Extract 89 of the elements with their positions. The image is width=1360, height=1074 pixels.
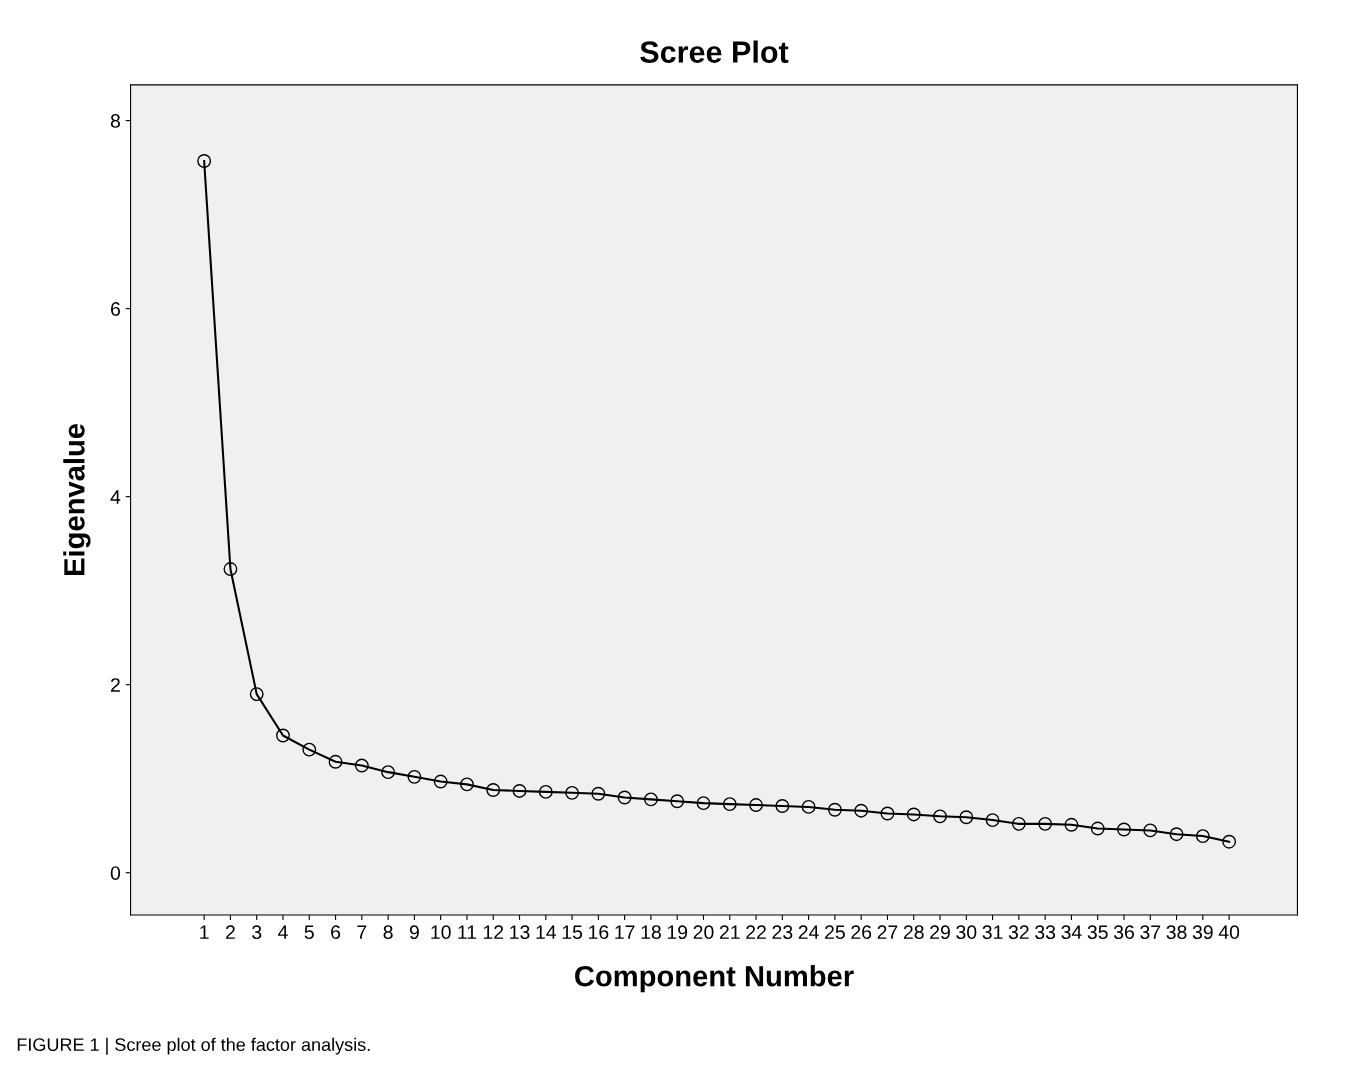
point [749, 798, 763, 812]
point [854, 803, 869, 818]
x-tick-label: 4 [278, 925, 288, 939]
x-tick-label: 7 [357, 925, 367, 939]
x-tick-label: 17 [615, 925, 635, 939]
x-tick-label: 26 [851, 925, 872, 940]
point [1143, 823, 1158, 838]
x-tick-label: 24 [798, 925, 819, 939]
point [591, 786, 606, 801]
point [722, 797, 737, 812]
x-tick-label: 2 [226, 925, 235, 939]
point [1195, 829, 1210, 844]
point [827, 802, 842, 817]
x-tick-label: 37 [1140, 925, 1161, 940]
chart-title: Scree Plot [640, 40, 789, 63]
x-tick-label: 6 [331, 925, 341, 940]
point [354, 758, 369, 773]
x-tick-label: 15 [562, 925, 583, 940]
point [249, 687, 264, 702]
point [538, 784, 553, 799]
x-tick-label: 12 [483, 925, 504, 939]
x-tick-label: 22 [746, 925, 766, 939]
point [1169, 827, 1184, 842]
point [880, 806, 895, 821]
point [933, 809, 947, 824]
x-axis-title: Component Number [575, 965, 854, 993]
x-tick-label: 32 [1008, 925, 1029, 940]
point [696, 796, 711, 811]
y-tick-label: 2 [111, 678, 120, 692]
x-tick-label: 16 [589, 925, 609, 940]
y-tick-label: 6 [111, 302, 120, 316]
point [775, 799, 790, 813]
x-tick-label: 10 [431, 925, 451, 940]
point [643, 792, 658, 807]
point [407, 769, 422, 784]
x-tick-label: 21 [719, 925, 740, 939]
point [1222, 834, 1237, 849]
x-tick-label: 1 [200, 925, 209, 939]
point [985, 813, 1000, 828]
x-tick-label: 40 [1218, 925, 1240, 940]
point [460, 777, 474, 792]
x-tick-label: 20 [693, 925, 714, 940]
point [276, 728, 290, 743]
x-tick-label: 19 [667, 925, 688, 940]
x-tick-label: 27 [877, 925, 898, 939]
caption: FIGURE 1 | Scree plot of the factor analysis. [17, 1037, 370, 1055]
y-axis-title: Eigenvalue [63, 423, 91, 575]
y-tick-label: 4 [110, 490, 121, 504]
point [381, 765, 396, 780]
x-tick-label: 35 [1087, 925, 1108, 940]
x-tick-label: 14 [536, 925, 557, 939]
x-tick-label: 5 [304, 925, 314, 940]
x-tick-label: 28 [903, 925, 924, 940]
point [433, 774, 448, 789]
point [959, 810, 974, 825]
x-tick-label: 31 [982, 925, 1003, 940]
y-tick-label: 8 [110, 114, 120, 128]
x-tick-label: 8 [383, 925, 393, 940]
x-tick-label: 33 [1035, 925, 1056, 940]
point [1011, 816, 1026, 831]
point [565, 785, 580, 800]
point [1038, 816, 1053, 831]
point [617, 790, 632, 805]
point [486, 783, 501, 797]
x-tick-label: 34 [1061, 925, 1082, 940]
x-tick-label: 13 [510, 925, 530, 940]
x-tick-label: 30 [956, 925, 977, 940]
point [328, 754, 343, 769]
x-tick-label: 38 [1166, 925, 1187, 940]
x-tick-label: 9 [409, 925, 419, 940]
point [1117, 822, 1131, 837]
point [801, 799, 816, 814]
point [1090, 821, 1105, 836]
y-tick-label: 0 [110, 866, 121, 880]
point [197, 154, 212, 168]
x-tick-label: 39 [1192, 925, 1213, 940]
x-tick-label: 3 [252, 925, 262, 940]
point [302, 742, 317, 757]
x-tick-label: 25 [825, 925, 845, 940]
point [906, 807, 921, 822]
x-tick-label: 23 [772, 925, 793, 940]
x-tick-label: 29 [930, 925, 950, 940]
point [512, 783, 527, 798]
x-tick-label: 11 [458, 925, 477, 939]
point [1064, 817, 1079, 832]
point [670, 794, 685, 809]
x-tick-label: 36 [1113, 925, 1134, 940]
x-tick-label: 18 [641, 925, 661, 940]
point [223, 562, 238, 576]
